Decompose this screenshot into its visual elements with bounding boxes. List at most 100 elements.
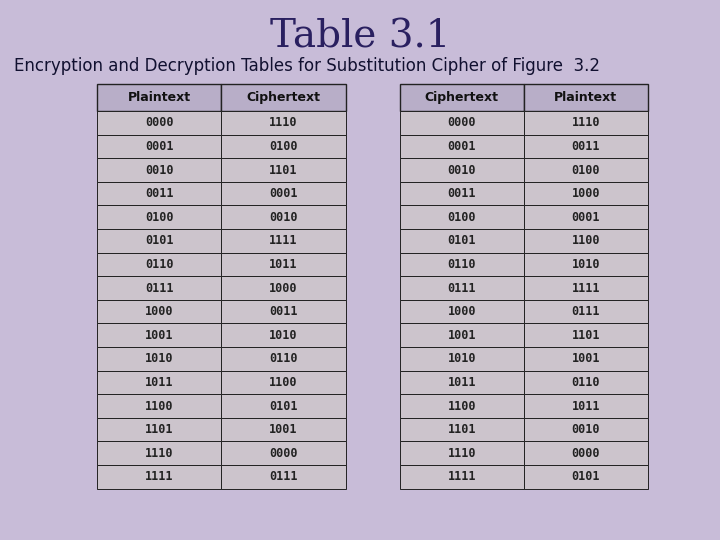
Text: 0000: 0000 [145,117,174,130]
Text: 0101: 0101 [447,234,476,247]
Bar [222,253,346,276]
Text: 1100: 1100 [145,400,174,413]
Text: 1010: 1010 [145,353,174,366]
Text: 0001: 0001 [269,187,298,200]
Bar [524,84,648,111]
Bar [400,84,523,111]
Bar [400,134,523,158]
Text: 0000: 0000 [447,117,476,130]
Bar [222,134,346,158]
Text: 1011: 1011 [145,376,174,389]
Bar [97,158,222,182]
Text: 1111: 1111 [572,281,600,295]
Bar [222,418,346,442]
Text: 1101: 1101 [145,423,174,436]
Bar [97,442,222,465]
Bar [400,394,523,418]
Bar [222,370,346,394]
Text: 1010: 1010 [269,329,298,342]
Text: 1100: 1100 [572,234,600,247]
Text: 1111: 1111 [145,470,174,483]
Text: 0111: 0111 [269,470,298,483]
Text: 0010: 0010 [145,164,174,177]
Text: 1001: 1001 [447,329,476,342]
Text: 0001: 0001 [572,211,600,224]
Bar [97,418,222,442]
Bar [97,134,222,158]
Text: 0101: 0101 [572,470,600,483]
Bar [524,347,648,370]
Text: 0010: 0010 [447,164,476,177]
Text: 0100: 0100 [269,140,298,153]
Text: 1100: 1100 [269,376,298,389]
Bar [400,111,523,134]
Text: 1000: 1000 [572,187,600,200]
Bar [222,276,346,300]
Text: Plaintext: Plaintext [127,91,191,104]
Text: 0110: 0110 [269,353,298,366]
Bar [97,84,222,111]
Text: 1000: 1000 [447,305,476,318]
Bar [97,276,222,300]
Bar [400,276,523,300]
Bar [400,206,523,229]
Bar [222,394,346,418]
Text: 0010: 0010 [572,423,600,436]
Bar [524,182,648,206]
Text: 0111: 0111 [572,305,600,318]
Text: Ciphertext: Ciphertext [246,91,320,104]
Bar [222,84,346,111]
Text: 1001: 1001 [145,329,174,342]
Bar [524,111,648,134]
Bar [97,229,222,253]
Text: 0110: 0110 [447,258,476,271]
Bar [400,229,523,253]
Bar [97,347,222,370]
Text: 1101: 1101 [447,423,476,436]
Text: 0010: 0010 [269,211,298,224]
Bar [524,323,648,347]
Text: 0011: 0011 [145,187,174,200]
Text: 0100: 0100 [447,211,476,224]
Bar [97,300,222,323]
Bar [97,370,222,394]
Bar [524,229,648,253]
Text: 0000: 0000 [269,447,298,460]
Bar [222,347,346,370]
Bar [97,323,222,347]
Bar [400,323,523,347]
Text: 1100: 1100 [447,400,476,413]
Text: Encryption and Decryption Tables for Substitution Cipher of Figure  3.2: Encryption and Decryption Tables for Sub… [14,57,600,75]
Text: 0101: 0101 [145,234,174,247]
Bar [524,134,648,158]
Text: 0101: 0101 [269,400,298,413]
Text: 0011: 0011 [269,305,298,318]
Bar [222,442,346,465]
Text: 1001: 1001 [269,423,298,436]
Bar [524,442,648,465]
Bar [97,253,222,276]
Text: 1110: 1110 [447,447,476,460]
Text: 0001: 0001 [447,140,476,153]
Bar [400,465,523,489]
Text: 0011: 0011 [447,187,476,200]
Text: 1000: 1000 [145,305,174,318]
Bar [524,300,648,323]
Bar [222,229,346,253]
Text: 1011: 1011 [572,400,600,413]
Bar [400,158,523,182]
Bar [524,276,648,300]
Bar [222,158,346,182]
Text: 0100: 0100 [572,164,600,177]
Text: 1011: 1011 [269,258,298,271]
Bar [400,347,523,370]
Bar [222,182,346,206]
Bar [524,465,648,489]
Text: 1010: 1010 [447,353,476,366]
Bar [97,394,222,418]
Text: Plaintext: Plaintext [554,91,618,104]
Bar [524,370,648,394]
Bar [222,111,346,134]
Bar [400,442,523,465]
Bar [524,394,648,418]
